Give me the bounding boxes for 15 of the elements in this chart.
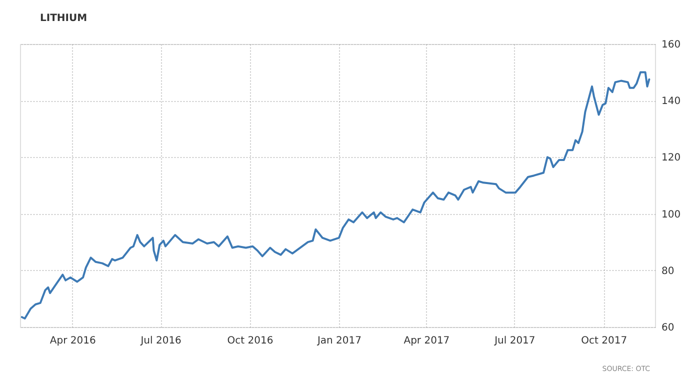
y-tick-label: 120	[662, 152, 681, 164]
x-tick-label: Jul 2017	[494, 336, 536, 346]
y-tick-label: 140	[662, 96, 681, 108]
x-tick-label: Apr 2016	[50, 336, 96, 346]
line-series	[20, 71, 650, 320]
y-tick-label: 100	[662, 209, 681, 220]
y-tick-label: 80	[662, 266, 674, 277]
x-tick-label: Oct 2017	[581, 336, 628, 346]
x-tick-label: Jan 2017	[316, 336, 362, 346]
chart-title: LITHIUM	[40, 13, 88, 24]
y-tick-label: 60	[662, 322, 674, 334]
y-tick-label: 160	[662, 40, 681, 50]
x-tick-label: Apr 2017	[404, 336, 450, 346]
x-tick-label: Jul 2016	[140, 336, 182, 346]
x-tick-label: Oct 2016	[227, 336, 274, 346]
